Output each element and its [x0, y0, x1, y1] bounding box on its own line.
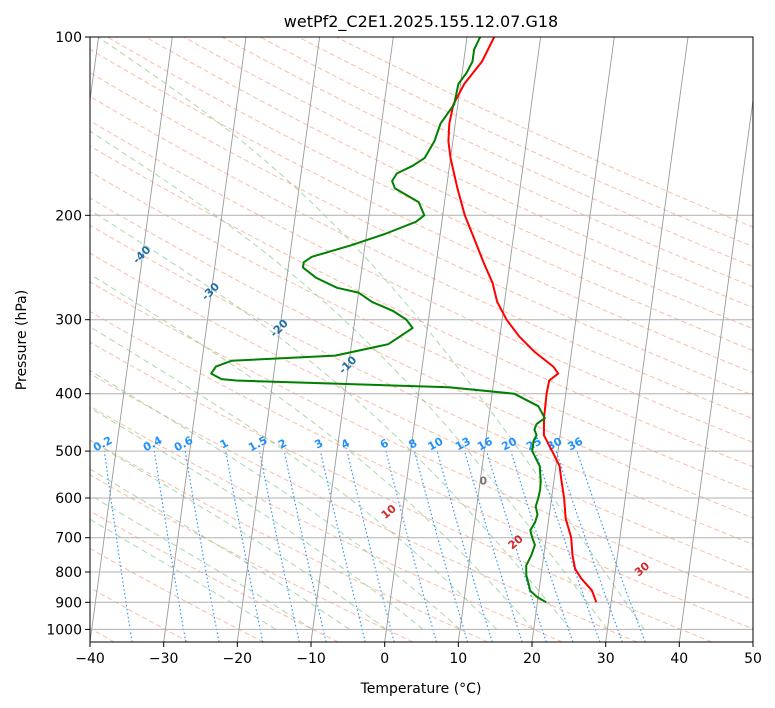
x-tick-label: −40: [75, 651, 105, 667]
x-tick-label: −30: [149, 651, 179, 667]
isotherm-line: [163, 37, 247, 642]
y-tick-label: 500: [55, 444, 82, 460]
dry-adiabat-line: [90, 310, 753, 630]
dewpoint-profile-line: [210, 37, 547, 604]
mixing-ratio-label: 30: [545, 435, 565, 454]
mixing-ratio-line: [184, 451, 220, 642]
mixing-ratio-line: [319, 450, 366, 642]
isotherm-line: [384, 37, 468, 642]
dry-adiabat-line: [298, 37, 753, 248]
dry-adiabat-label: 40: [759, 584, 775, 604]
dry-adiabat-line: [90, 510, 339, 642]
isotherm-line: [90, 37, 173, 642]
mixing-ratio-line: [346, 450, 395, 642]
mixing-ratio-line: [103, 451, 133, 642]
y-axis-label: Pressure (hPa): [14, 290, 30, 390]
moist-adiabat-line: [90, 407, 424, 630]
y-tick-label: 100: [55, 30, 82, 46]
y-tick-label: 200: [55, 208, 82, 224]
y-tick-label: 1000: [46, 622, 82, 638]
x-tick-label: 40: [670, 651, 688, 667]
mixing-ratio-line: [153, 451, 187, 642]
background-lines: [90, 37, 753, 642]
dry-adiabat-line: [90, 405, 563, 642]
dry-adiabat-line: [90, 120, 753, 444]
y-tick-label: 800: [55, 565, 82, 581]
moist-adiabat-line: [90, 209, 571, 630]
x-tick-label: 50: [744, 651, 762, 667]
moist-adiabat-line: [90, 439, 387, 630]
profiles: [210, 37, 598, 604]
x-tick-label: 10: [449, 651, 467, 667]
mixing-ratio-line: [576, 450, 646, 642]
mixing-ratio-line: [555, 450, 623, 642]
y-tick-label: 900: [55, 595, 82, 611]
x-tick-label: 20: [523, 651, 541, 667]
moist-adiabat-line: [90, 369, 461, 630]
mixing-ratio-label: 20: [499, 435, 519, 454]
moist-adiabat-line: [90, 468, 350, 630]
x-tick-label: 0: [380, 651, 389, 667]
x-axis-label: Temperature (°C): [360, 681, 482, 697]
dry-adiabat-line: [107, 37, 753, 352]
dry-adiabat-line: [90, 95, 753, 420]
plot-frame: [89, 36, 754, 643]
axes: −40 −30 −20 −10 0 10 20 30 40 5010020030040050060…: [46, 30, 762, 667]
dry-adiabat-line: [90, 224, 753, 545]
moist-adiabat-line: [90, 130, 608, 630]
isotherm-label: -60: [0, 170, 16, 193]
isotherm-line: [531, 37, 615, 642]
mixing-ratio-line: [510, 450, 574, 642]
dry-adiabat-line: [145, 37, 753, 330]
dry-adiabat-line: [90, 48, 753, 374]
x-tick-label: 30: [597, 651, 615, 667]
plot-background: [90, 37, 753, 642]
dry-adiabat-line: [90, 72, 753, 396]
isotherm-line: [605, 37, 689, 642]
dry-adiabat-line: [90, 145, 753, 468]
dry-adiabat-line: [336, 37, 753, 228]
y-tick-label: 400: [55, 387, 82, 403]
mixing-ratio-line: [283, 450, 327, 642]
x-tick-label: −20: [223, 651, 253, 667]
dry-adiabat-line: [183, 37, 753, 309]
dry-adiabat-line: [90, 252, 753, 573]
y-tick-label: 300: [55, 313, 82, 329]
isotherm-line: [752, 638, 753, 642]
mixing-ratio-line: [464, 450, 523, 642]
isotherm-line: [310, 37, 394, 642]
x-tick-label: −10: [296, 651, 326, 667]
mixing-ratio-line: [535, 450, 601, 642]
mixing-ratio-line: [258, 450, 300, 642]
temperature-profile-line: [447, 37, 598, 603]
isotherm-line: [236, 37, 321, 642]
mixing-ratio-line: [385, 450, 437, 642]
mixing-ratio-label: 16: [475, 435, 495, 454]
mixing-ratio-line: [225, 451, 264, 642]
moist-adiabat-label: 0: [479, 474, 487, 487]
chart-title: wetPf2_C2E1.2025.155.12.07.G18: [284, 12, 558, 32]
dry-adiabat-line: [90, 439, 488, 642]
mixing-ratio-line: [436, 450, 493, 642]
mixing-ratio-line: [413, 450, 469, 642]
isotherm-line: [457, 37, 542, 642]
mixing-ratio-label: 36: [565, 435, 585, 454]
mixing-ratio-label: 13: [453, 435, 473, 454]
moist-adiabat-line: [97, 37, 645, 630]
mixing-ratio-line: [486, 450, 547, 642]
isotherm-line: [678, 96, 753, 642]
y-tick-label: 600: [55, 491, 82, 507]
y-tick-label: 700: [55, 531, 82, 547]
mixing-ratio-label: 10: [426, 435, 446, 454]
